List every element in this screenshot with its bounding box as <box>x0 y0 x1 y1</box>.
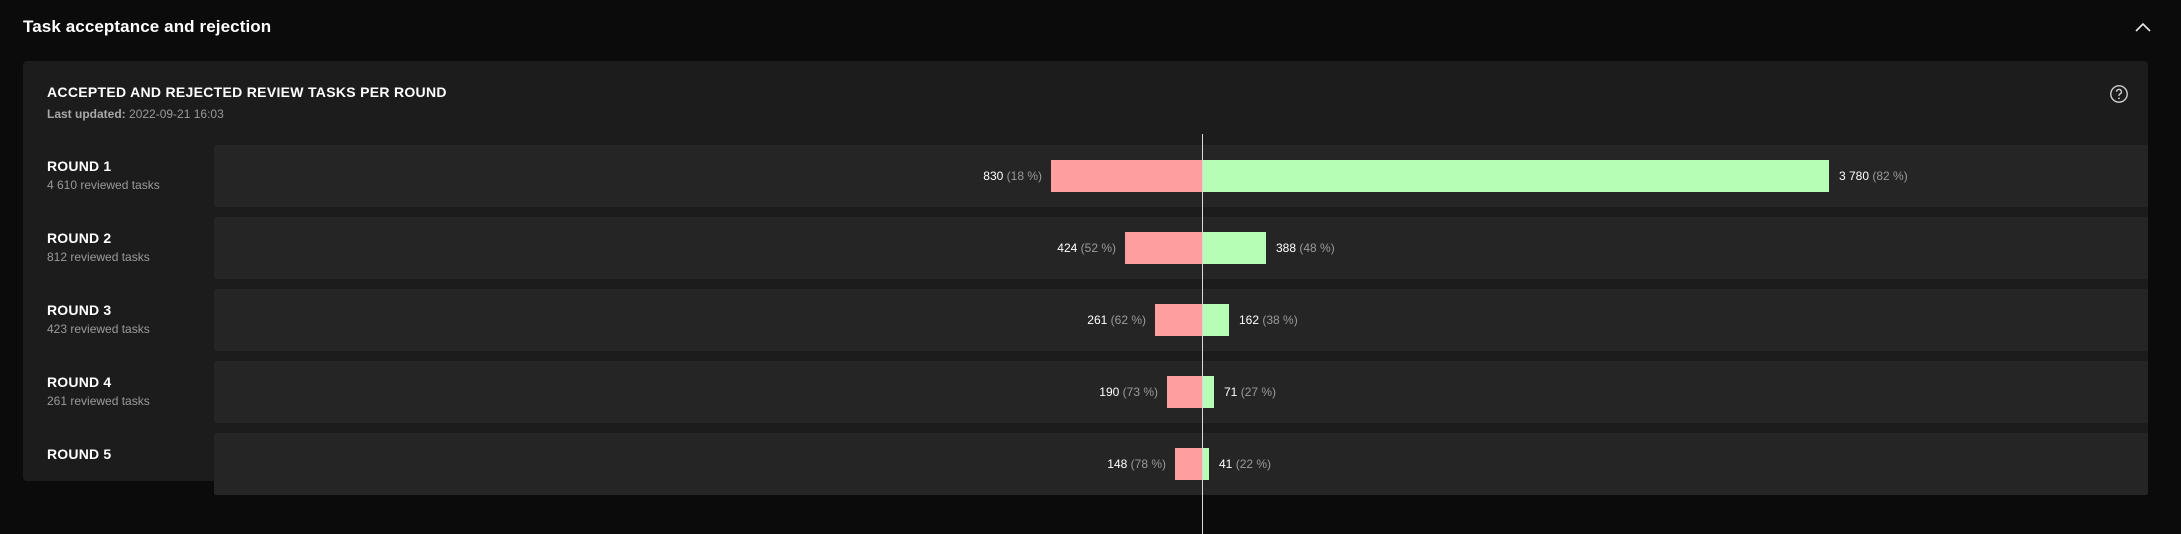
accepted-count: 41 <box>1219 457 1233 471</box>
review-tasks-card: ACCEPTED AND REJECTED REVIEW TASKS PER R… <box>23 61 2148 534</box>
section-title: Task acceptance and rejection <box>23 17 272 36</box>
section-header: Task acceptance and rejection <box>0 0 2181 54</box>
round-bar-track: 190 (73 %) 71 (27 %) <box>214 361 2148 423</box>
accepted-bar[interactable] <box>1202 304 1229 336</box>
round-bar-track: 830 (18 %) 3 780 (82 %) <box>214 145 2148 207</box>
accepted-count: 3 780 <box>1839 169 1870 183</box>
accepted-value-label: 162 (38 %) <box>1239 304 1298 336</box>
accepted-percent: (48 %) <box>1299 241 1335 255</box>
round-title: ROUND 3 <box>47 302 112 318</box>
round-title: ROUND 1 <box>47 158 112 174</box>
rejected-bar[interactable] <box>1125 232 1202 264</box>
card-title: ACCEPTED AND REJECTED REVIEW TASKS PER R… <box>47 84 447 100</box>
rejected-count: 261 <box>1087 313 1108 327</box>
accepted-count: 71 <box>1224 385 1238 399</box>
round-title: ROUND 5 <box>47 446 112 462</box>
accepted-count: 388 <box>1276 241 1297 255</box>
rejected-percent: (62 %) <box>1110 313 1146 327</box>
round-reviewed-count: 423 reviewed tasks <box>47 322 150 336</box>
round-label: ROUND 3 423 reviewed tasks <box>47 302 150 336</box>
round-reviewed-count: 4 610 reviewed tasks <box>47 178 160 192</box>
rejected-value-label: 830 (18 %) <box>983 160 1042 192</box>
rejected-count: 830 <box>983 169 1004 183</box>
rejected-count: 424 <box>1057 241 1078 255</box>
accepted-value-label: 71 (27 %) <box>1224 376 1276 408</box>
accepted-bar[interactable] <box>1202 232 1266 264</box>
last-updated-label: Last updated: <box>47 107 126 121</box>
rejected-bar[interactable] <box>1167 376 1202 408</box>
accepted-value-label: 3 780 (82 %) <box>1839 160 1908 192</box>
round-label: ROUND 5 <box>47 446 111 466</box>
accepted-percent: (38 %) <box>1262 313 1298 327</box>
round-label: ROUND 4 261 reviewed tasks <box>47 374 150 408</box>
round-bar-track: 148 (78 %) 41 (22 %) <box>214 433 2148 495</box>
rejected-value-label: 190 (73 %) <box>1099 376 1158 408</box>
accepted-bar[interactable] <box>1202 160 1829 192</box>
last-updated: Last updated: 2022-09-21 16:03 <box>47 107 224 121</box>
chevron-up-icon <box>2135 22 2151 32</box>
round-title: ROUND 4 <box>47 374 112 390</box>
help-circle-icon <box>2110 85 2128 103</box>
round-title: ROUND 2 <box>47 230 112 246</box>
accepted-bar[interactable] <box>1202 448 1209 480</box>
rejected-value-label: 261 (62 %) <box>1087 304 1146 336</box>
rejected-bar[interactable] <box>1175 448 1202 480</box>
round-label: ROUND 1 4 610 reviewed tasks <box>47 158 160 192</box>
rejected-value-label: 148 (78 %) <box>1107 448 1166 480</box>
accepted-percent: (27 %) <box>1240 385 1277 399</box>
rejected-value-label: 424 (52 %) <box>1057 232 1116 264</box>
round-bar-track: 261 (62 %) 162 (38 %) <box>214 289 2148 351</box>
collapse-button[interactable] <box>2129 13 2157 41</box>
accepted-value-label: 388 (48 %) <box>1276 232 1335 264</box>
accepted-count: 162 <box>1239 313 1260 327</box>
round-reviewed-count: 812 reviewed tasks <box>47 250 150 264</box>
round-label: ROUND 2 812 reviewed tasks <box>47 230 150 264</box>
help-button[interactable] <box>2108 83 2130 105</box>
rejected-count: 190 <box>1099 385 1120 399</box>
rejected-bar[interactable] <box>1051 160 1202 192</box>
rejected-percent: (78 %) <box>1130 457 1166 471</box>
rejected-percent: (73 %) <box>1122 385 1158 399</box>
round-bar-track: 424 (52 %) 388 (48 %) <box>214 217 2148 279</box>
accepted-bar[interactable] <box>1202 376 1214 408</box>
round-reviewed-count: 261 reviewed tasks <box>47 394 150 408</box>
rejected-percent: (52 %) <box>1080 241 1116 255</box>
accepted-percent: (82 %) <box>1872 169 1908 183</box>
rejected-bar[interactable] <box>1155 304 1202 336</box>
accepted-value-label: 41 (22 %) <box>1219 448 1271 480</box>
last-updated-value: 2022-09-21 16:03 <box>129 107 224 121</box>
rejected-count: 148 <box>1107 457 1128 471</box>
rejected-percent: (18 %) <box>1006 169 1042 183</box>
accepted-percent: (22 %) <box>1235 457 1272 471</box>
chart-center-axis <box>1202 134 1203 534</box>
